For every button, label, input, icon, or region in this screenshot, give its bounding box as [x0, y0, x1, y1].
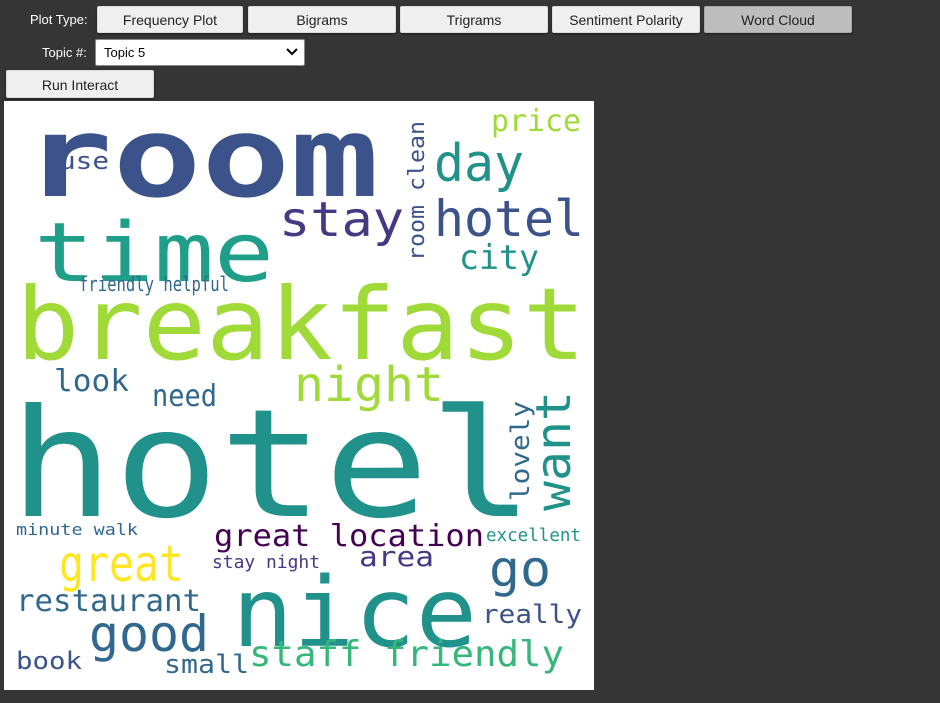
word-need: need: [152, 379, 217, 414]
word-room: room: [24, 101, 379, 223]
word-great-big: great: [59, 535, 184, 593]
word-city: city: [459, 238, 539, 278]
word-staff-friendly: staff friendly: [249, 634, 564, 675]
word-price: price: [491, 104, 581, 139]
word-time: time: [34, 206, 274, 301]
word-look: look: [54, 364, 129, 399]
word-cloud: room time breakfast hotel nice stay day …: [4, 101, 594, 690]
word-small: small: [164, 650, 249, 680]
word-breakfast: breakfast: [16, 266, 586, 383]
word-nice: nice: [232, 557, 477, 669]
word-minute-walk: minute walk: [16, 520, 138, 539]
tab-frequency-plot[interactable]: Frequency Plot: [97, 6, 243, 33]
word-excellent: excellent: [486, 525, 581, 546]
topic-select-value: Topic 5: [104, 45, 146, 60]
word-stay: stay: [279, 192, 404, 248]
word-hotel-large: hotel: [9, 378, 534, 552]
tab-bigrams[interactable]: Bigrams: [248, 6, 396, 33]
word-book: book: [16, 647, 83, 675]
word-restaurant: restaurant: [16, 584, 201, 619]
word-lovely: lovely: [506, 401, 536, 501]
topic-label: Topic #:: [42, 45, 87, 60]
word-night: night: [294, 357, 444, 413]
word-area: area: [359, 540, 434, 573]
tab-sentiment-polarity[interactable]: Sentiment Polarity: [552, 6, 700, 33]
tab-word-cloud[interactable]: Word Cloud: [704, 6, 852, 33]
run-interact-button[interactable]: Run Interact: [6, 70, 154, 98]
word-really: really: [482, 600, 582, 630]
word-stay-night: stay night: [212, 552, 320, 573]
word-day: day: [434, 134, 524, 194]
word-great-location: great location: [214, 519, 484, 554]
word-room-clean: room clean: [405, 121, 430, 261]
word-go: go: [489, 540, 551, 598]
plot-type-label: Plot Type:: [30, 12, 88, 27]
word-friendly-helpful: friendly helpful: [79, 272, 229, 296]
word-good: good: [89, 605, 209, 663]
word-hotel-medium: hotel: [434, 190, 584, 248]
word-want: want: [526, 391, 582, 511]
word-use: use: [59, 147, 109, 175]
topic-select[interactable]: Topic 5: [95, 39, 305, 66]
chevron-down-icon: [286, 48, 298, 56]
tab-trigrams[interactable]: Trigrams: [400, 6, 548, 33]
